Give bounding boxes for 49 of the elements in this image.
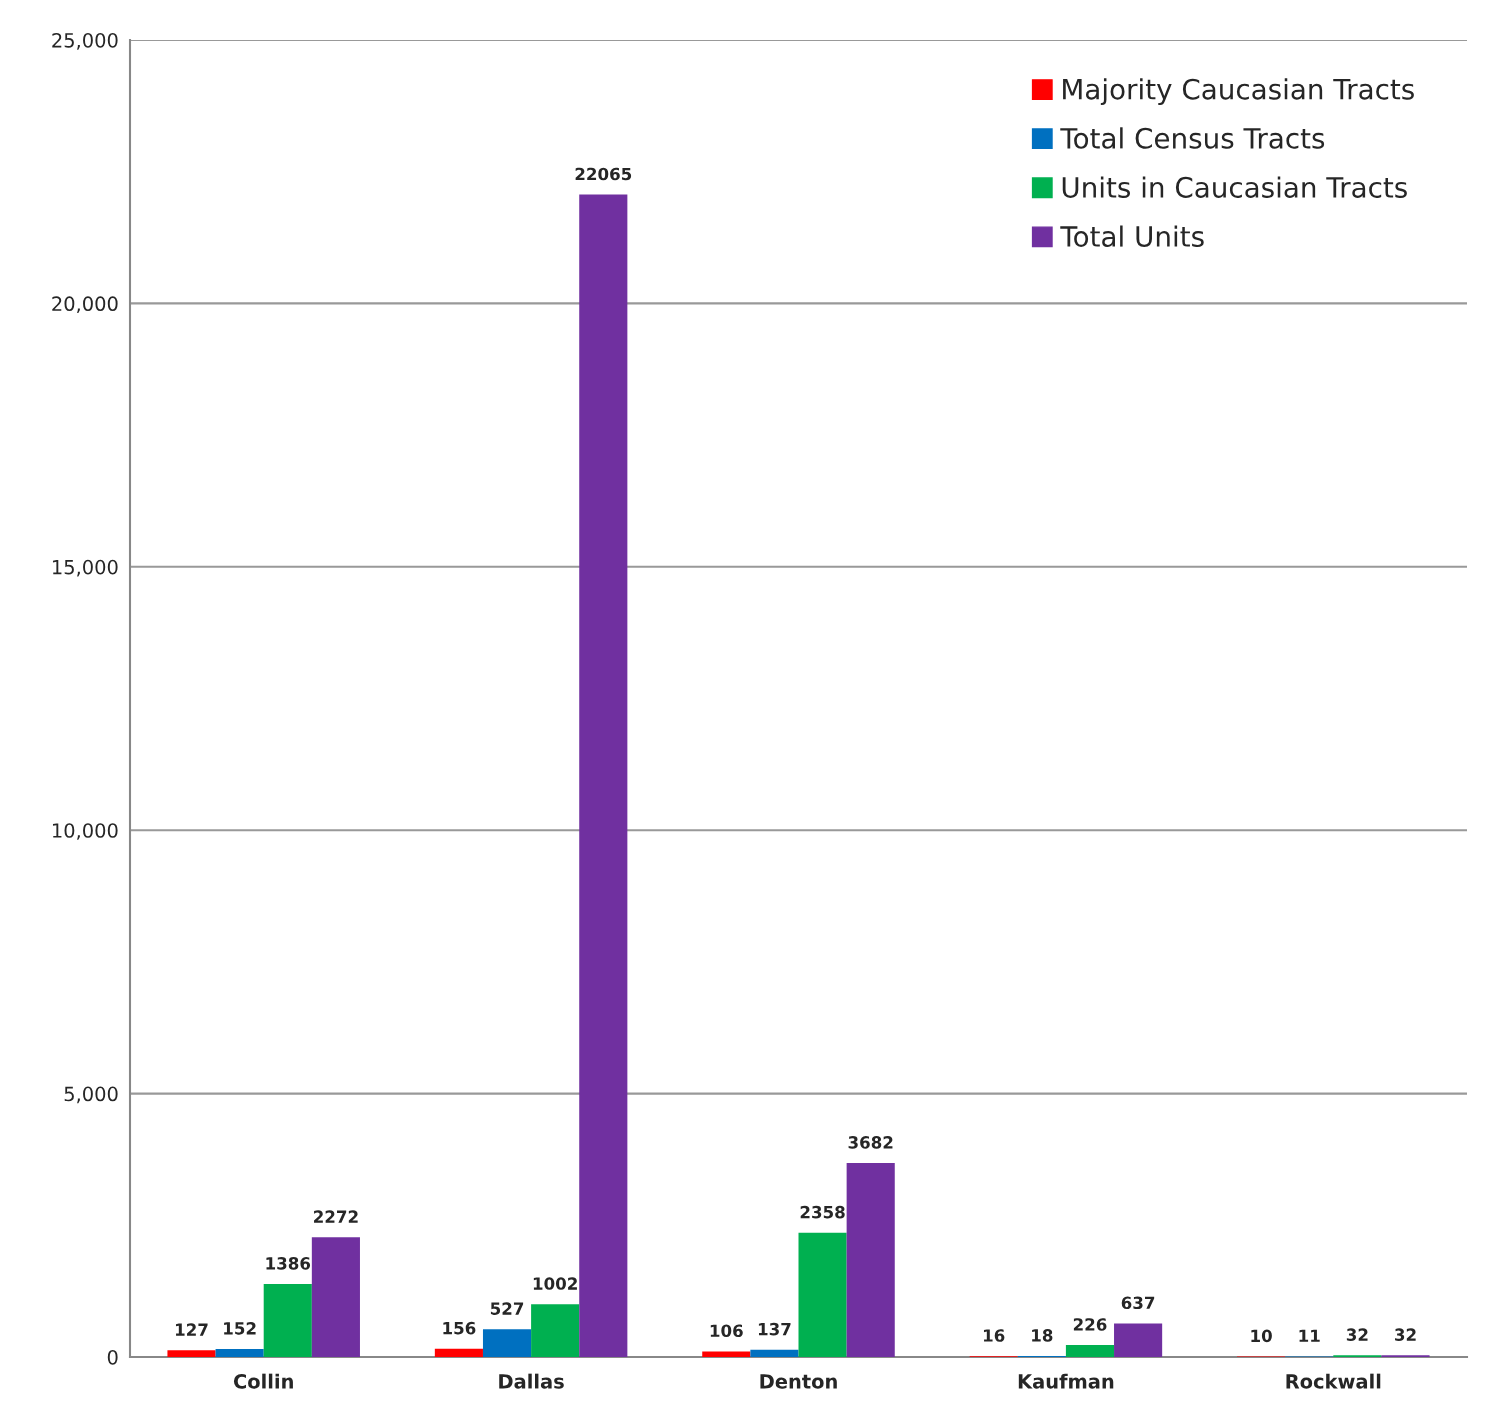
bar [215,1348,264,1357]
bar [311,1237,360,1357]
bar [846,1163,895,1357]
y-tick-label: 0 [107,1349,118,1365]
data-label: 1002 [533,1277,577,1290]
bar [482,1329,532,1357]
data-label: 2358 [800,1205,845,1219]
legend-label: Units in Caucasian Tracts [1062,176,1407,198]
data-label: 32 [1346,1328,1368,1341]
y-tick-label: 20,000 [52,296,118,314]
data-label: 10 [1251,1329,1272,1343]
data-label: 32 [1395,1328,1416,1341]
bar [579,194,628,1357]
data-label: 527 [490,1302,524,1315]
y-tick-label: 10,000 [52,823,118,840]
data-label: 226 [1073,1318,1107,1331]
legend-label: Majority Caucasian Tracts [1063,78,1414,106]
data-label: 156 [443,1321,476,1335]
data-label: 137 [758,1322,791,1336]
data-label: 16 [983,1329,1005,1342]
legend-label: Total Units [1060,225,1204,247]
data-label: 18 [1032,1329,1053,1342]
x-tick-label: Dallas [499,1373,564,1389]
bar [798,1232,847,1357]
y-tick-label: 15,000 [52,559,118,577]
bar [1065,1345,1115,1357]
data-label: 106 [710,1324,743,1338]
x-tick-label: Collin [233,1373,293,1389]
data-label: 22065 [575,167,632,181]
data-label: 127 [175,1323,208,1336]
y-tick-label: 25,000 [52,32,118,50]
data-label: 11 [1299,1329,1320,1342]
data-label: 1386 [266,1257,311,1270]
bar [263,1283,312,1357]
bar [434,1348,483,1357]
y-tick-label: 5,000 [64,1086,118,1104]
data-label: 152 [224,1322,256,1335]
data-label: 2272 [314,1210,358,1223]
bar [1114,1323,1163,1357]
data-label: 3682 [848,1136,893,1149]
x-tick-label: Kaufman [1018,1373,1114,1389]
bar [702,1351,751,1357]
legend-label: Total Census Tracts [1060,127,1325,149]
bar [531,1304,580,1357]
x-tick-label: Rockwall [1286,1373,1381,1389]
data-label: 637 [1121,1296,1155,1310]
bar [167,1350,216,1357]
x-tick-label: Denton [760,1374,837,1389]
bar [750,1349,799,1357]
